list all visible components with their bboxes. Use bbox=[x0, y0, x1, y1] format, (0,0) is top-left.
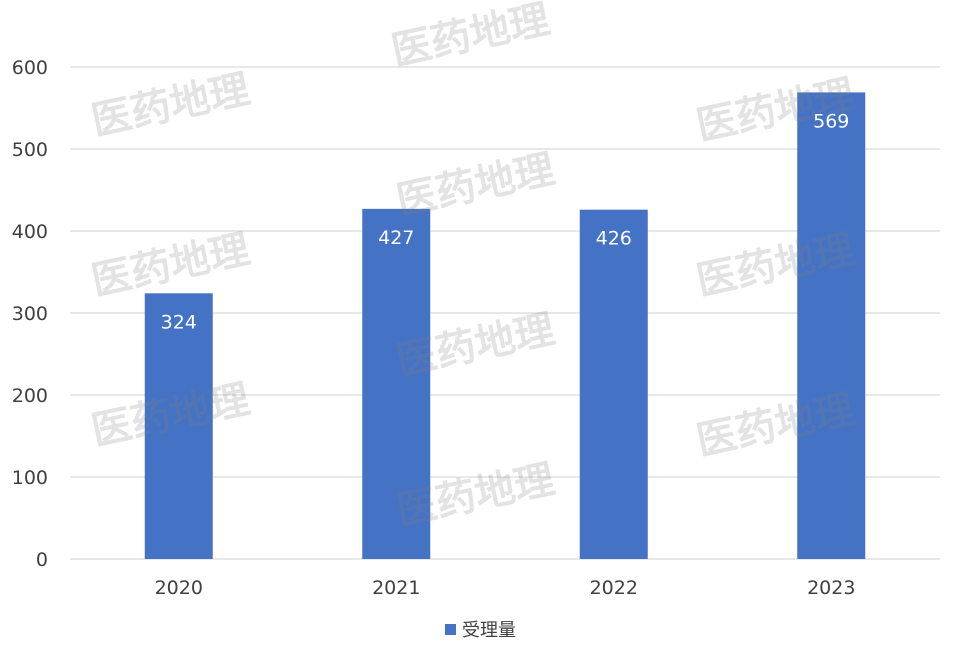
data-labels: 324 427 426 569 bbox=[161, 110, 850, 333]
watermark: 医药地理 bbox=[393, 147, 559, 225]
watermark: 医药地理 bbox=[88, 227, 254, 305]
y-tick-label: 200 bbox=[12, 385, 48, 407]
legend-swatch bbox=[445, 624, 456, 635]
y-axis-ticks: 0 100 200 300 400 500 600 bbox=[12, 57, 48, 571]
bar-2023 bbox=[797, 92, 866, 560]
bar-2021 bbox=[362, 208, 431, 560]
y-tick-label: 300 bbox=[12, 303, 48, 325]
x-axis-ticks: 2020 2021 2022 2023 bbox=[155, 577, 856, 599]
y-tick-label: 400 bbox=[12, 221, 48, 243]
x-tick-label: 2022 bbox=[590, 577, 638, 599]
bar-2020 bbox=[144, 293, 213, 559]
legend: 受理量 bbox=[445, 620, 516, 641]
x-tick-label: 2021 bbox=[372, 577, 420, 599]
data-label-2021: 427 bbox=[378, 227, 414, 249]
x-tick-label: 2020 bbox=[155, 577, 203, 599]
watermark: 医药地理 bbox=[88, 67, 254, 145]
y-tick-label: 500 bbox=[12, 139, 48, 161]
gridlines bbox=[70, 66, 940, 560]
watermark: 医药地理 bbox=[388, 0, 554, 75]
y-tick-label: 100 bbox=[12, 467, 48, 489]
bar-2022 bbox=[579, 209, 648, 559]
legend-item: 受理量 bbox=[445, 620, 516, 641]
bars bbox=[144, 92, 866, 560]
data-label-2023: 569 bbox=[813, 110, 849, 132]
data-label-2022: 426 bbox=[596, 228, 632, 250]
y-tick-label: 0 bbox=[36, 549, 48, 571]
legend-label: 受理量 bbox=[462, 620, 516, 641]
data-label-2020: 324 bbox=[161, 311, 197, 333]
y-tick-label: 600 bbox=[12, 57, 48, 79]
x-tick-label: 2023 bbox=[807, 577, 855, 599]
